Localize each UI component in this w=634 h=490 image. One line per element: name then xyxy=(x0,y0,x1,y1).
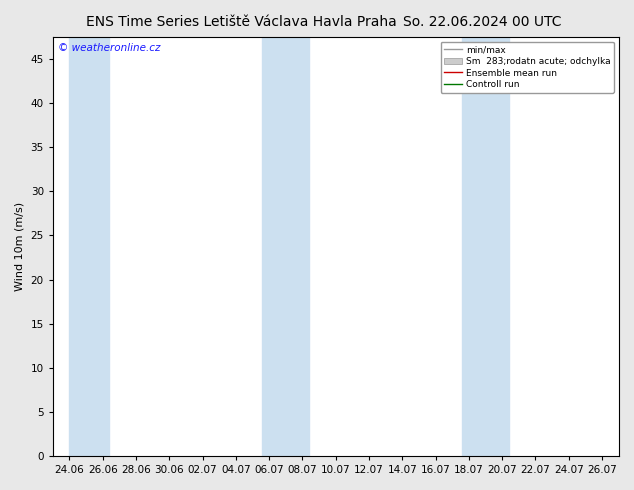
Text: ENS Time Series Letiště Václava Havla Praha: ENS Time Series Letiště Václava Havla Pr… xyxy=(86,15,396,29)
Bar xyxy=(462,37,508,456)
Bar xyxy=(262,37,309,456)
Text: So. 22.06.2024 00 UTC: So. 22.06.2024 00 UTC xyxy=(403,15,561,29)
Text: © weatheronline.cz: © weatheronline.cz xyxy=(58,43,161,53)
Y-axis label: Wind 10m (m/s): Wind 10m (m/s) xyxy=(15,202,25,291)
Legend: min/max, Sm  283;rodatn acute; odchylka, Ensemble mean run, Controll run: min/max, Sm 283;rodatn acute; odchylka, … xyxy=(441,42,614,93)
Bar xyxy=(70,37,110,456)
